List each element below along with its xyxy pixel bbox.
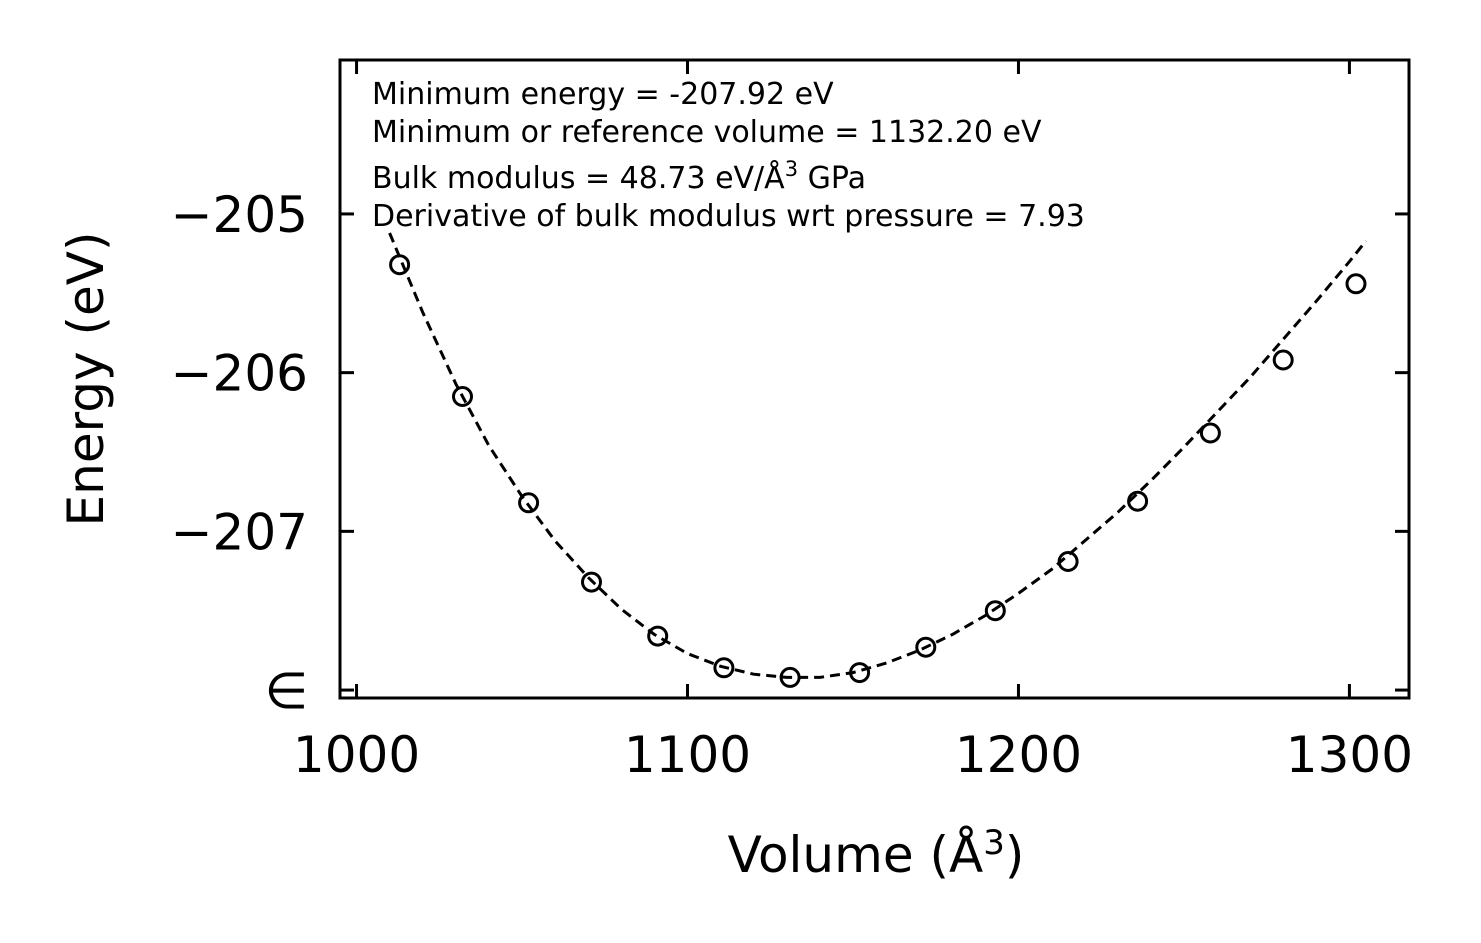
y-tick-label: ∈ <box>264 662 308 720</box>
x-axis-label-close: ) <box>1005 826 1025 884</box>
data-point <box>518 492 540 514</box>
data-point <box>1272 349 1294 371</box>
annotation-min-volume: Minimum or reference volume = 1132.20 eV <box>372 115 1042 150</box>
annotation-bulk-modulus-main: Bulk modulus = 48.73 eV/Å <box>372 160 785 196</box>
data-point <box>581 571 602 593</box>
data-point <box>915 636 937 658</box>
annotation-bulk-derivative: Derivative of bulk modulus wrt pressure … <box>372 199 1085 234</box>
data-point <box>1199 422 1221 444</box>
fit-curve <box>388 232 1368 679</box>
y-tick-label: −206 <box>171 345 308 403</box>
annotation-bulk-modulus-sup: 3 <box>785 157 798 181</box>
plot-layer <box>388 232 1368 688</box>
y-axis-label: Energy (eV) <box>57 232 115 527</box>
x-tick-label: 1300 <box>1286 726 1413 784</box>
x-axis-label: Volume (Å3) <box>728 823 1025 884</box>
data-point <box>1345 273 1367 295</box>
data-point <box>1127 490 1149 512</box>
data-point <box>713 657 735 679</box>
annotation-bulk-modulus: Bulk modulus = 48.73 eV/Å3 GPa <box>372 157 866 196</box>
tick-layer: 1000 1100 1200 1300 −205 −206 −207 ∈ <box>171 60 1413 784</box>
data-point <box>849 662 871 684</box>
x-tick-label: 1200 <box>955 726 1082 784</box>
data-point <box>647 625 669 647</box>
x-tick-label: 1100 <box>624 726 751 784</box>
data-point <box>452 386 473 407</box>
data-point <box>389 254 411 276</box>
plot-frame <box>338 58 1411 700</box>
y-tick-label: −205 <box>171 186 308 244</box>
x-tick-label: 1000 <box>293 726 420 784</box>
data-point <box>984 600 1006 622</box>
data-point <box>1057 551 1079 572</box>
y-tick-label: −207 <box>171 503 308 561</box>
x-axis-label-main: Volume (Å <box>728 826 984 884</box>
data-point <box>779 666 801 688</box>
annotation-min-energy: Minimum energy = -207.92 eV <box>372 77 834 112</box>
x-axis-label-sup: 3 <box>983 823 1005 863</box>
annotation-bulk-modulus-unit: GPa <box>798 161 866 196</box>
